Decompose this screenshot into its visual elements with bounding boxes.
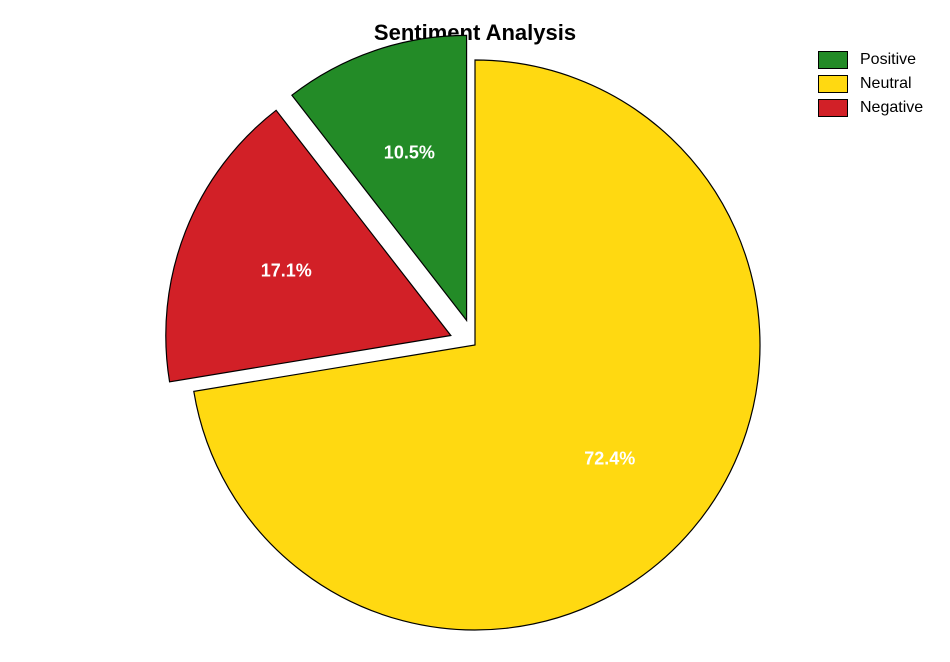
legend-item-negative: Negative xyxy=(818,96,923,120)
legend-swatch-neutral xyxy=(818,75,848,93)
legend-label-positive: Positive xyxy=(860,51,916,69)
legend: Positive Neutral Negative xyxy=(818,48,923,120)
legend-swatch-negative xyxy=(818,99,848,117)
legend-item-neutral: Neutral xyxy=(818,72,923,96)
chart-container: Sentiment Analysis PositiveNeutralNegati… xyxy=(0,0,950,662)
slice-label-positive: 10.5% xyxy=(384,143,435,164)
legend-swatch-positive xyxy=(818,51,848,69)
legend-label-neutral: Neutral xyxy=(860,75,912,93)
legend-item-positive: Positive xyxy=(818,48,923,72)
pie-chart xyxy=(0,0,950,662)
slice-label-neutral: 72.4% xyxy=(584,449,635,470)
legend-label-negative: Negative xyxy=(860,99,923,117)
slice-label-negative: 17.1% xyxy=(261,260,312,281)
